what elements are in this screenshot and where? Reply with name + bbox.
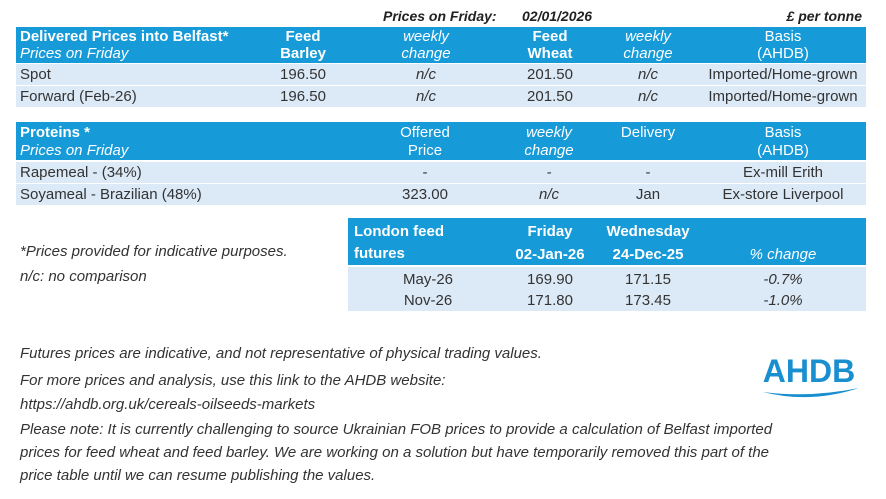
column-header: (AHDB) — [757, 142, 809, 159]
column-header: change — [401, 45, 451, 62]
table-subtitle: Prices on Friday — [20, 142, 129, 159]
cell: 196.50 — [280, 66, 326, 83]
cell: - — [422, 164, 428, 181]
table-subtitle: Prices on Friday — [20, 45, 129, 62]
column-header: 02-Jan-26 — [515, 246, 585, 263]
cell: -0.7% — [763, 271, 803, 288]
column-header: change — [623, 45, 673, 62]
column-header: Friday — [527, 223, 573, 240]
logo: AHDB — [763, 353, 859, 398]
row-label: Nov-26 — [403, 292, 453, 309]
column-header: weekly — [526, 124, 572, 141]
cell: n/c — [637, 66, 659, 83]
column-header: (AHDB) — [757, 45, 809, 62]
cell: n/c — [415, 88, 437, 105]
table-title: futures — [354, 245, 405, 262]
footer-line: For more prices and analysis, use this l… — [20, 372, 446, 389]
cell: 201.50 — [527, 88, 573, 105]
column-header: Feed — [285, 28, 321, 45]
column-header: change — [524, 142, 574, 159]
column-header: Barley — [280, 45, 326, 62]
column-header: % change — [749, 246, 817, 263]
cell: -1.0% — [763, 292, 803, 309]
row-band — [16, 64, 866, 85]
row-band — [16, 86, 866, 107]
row-label: Spot — [20, 66, 51, 83]
column-header: Price — [407, 142, 443, 159]
unit: £ per tonne — [786, 8, 862, 24]
footer-line: price table until we can resume publishi… — [20, 467, 376, 484]
table-title: Delivered Prices into Belfast* — [20, 28, 229, 45]
footer-line: Please note: It is currently challenging… — [20, 421, 773, 438]
note: *Prices provided for indicative purposes… — [20, 243, 288, 260]
column-header: weekly — [625, 28, 671, 45]
column-header: Basis — [764, 124, 802, 141]
row-label: Forward (Feb-26) — [20, 88, 137, 105]
header-band — [16, 27, 866, 63]
column-header: Offered — [400, 124, 450, 141]
table-title: London feed — [354, 223, 444, 240]
footer-line: Futures prices are indicative, and not r… — [20, 345, 542, 362]
logo-swoosh — [763, 388, 859, 398]
footer-line: prices for feed wheat and feed barley. W… — [20, 444, 770, 461]
logo-text: AHDB — [763, 353, 855, 389]
cell: n/c — [415, 66, 437, 83]
column-header: Feed — [532, 28, 568, 45]
column-header: weekly — [403, 28, 449, 45]
column-header: Delivery — [620, 124, 676, 141]
cell: n/c — [538, 186, 560, 203]
cell: 201.50 — [527, 66, 573, 83]
note: n/c: no comparison — [20, 268, 147, 285]
prices-label: Prices on Friday: — [383, 8, 497, 24]
row-band — [16, 184, 866, 205]
cell: 173.45 — [625, 292, 671, 309]
header-band — [16, 122, 866, 160]
row-band — [348, 267, 866, 311]
row-label: Soyameal - Brazilian (48%) — [20, 186, 202, 203]
cell: Ex-store Liverpool — [722, 186, 844, 203]
cell: 196.50 — [280, 88, 326, 105]
row-label: May-26 — [402, 271, 454, 288]
cell: n/c — [637, 88, 659, 105]
column-header: Basis — [764, 28, 802, 45]
footer-line: https://ahdb.org.uk/cereals-oilseeds-mar… — [20, 396, 316, 413]
cell: Imported/Home-grown — [708, 88, 858, 105]
column-header: Wednesday — [606, 223, 690, 240]
header-band — [348, 218, 866, 265]
row-label: Rapemeal - (34%) — [20, 164, 142, 181]
table-title: Proteins * — [20, 124, 91, 141]
cell: Ex-mill Erith — [742, 164, 824, 181]
cell: 171.15 — [625, 271, 671, 288]
cell: - — [645, 164, 651, 181]
row-band — [16, 162, 866, 183]
cell: Jan — [635, 186, 661, 203]
column-header: Wheat — [527, 45, 573, 62]
cell: - — [546, 164, 552, 181]
cell: Imported/Home-grown — [708, 66, 858, 83]
cell: 171.80 — [527, 292, 573, 309]
cell: 169.90 — [527, 271, 573, 288]
date: 02/01/2026 — [522, 8, 593, 24]
cell: 323.00 — [402, 186, 448, 203]
column-header: 24-Dec-25 — [612, 246, 684, 263]
